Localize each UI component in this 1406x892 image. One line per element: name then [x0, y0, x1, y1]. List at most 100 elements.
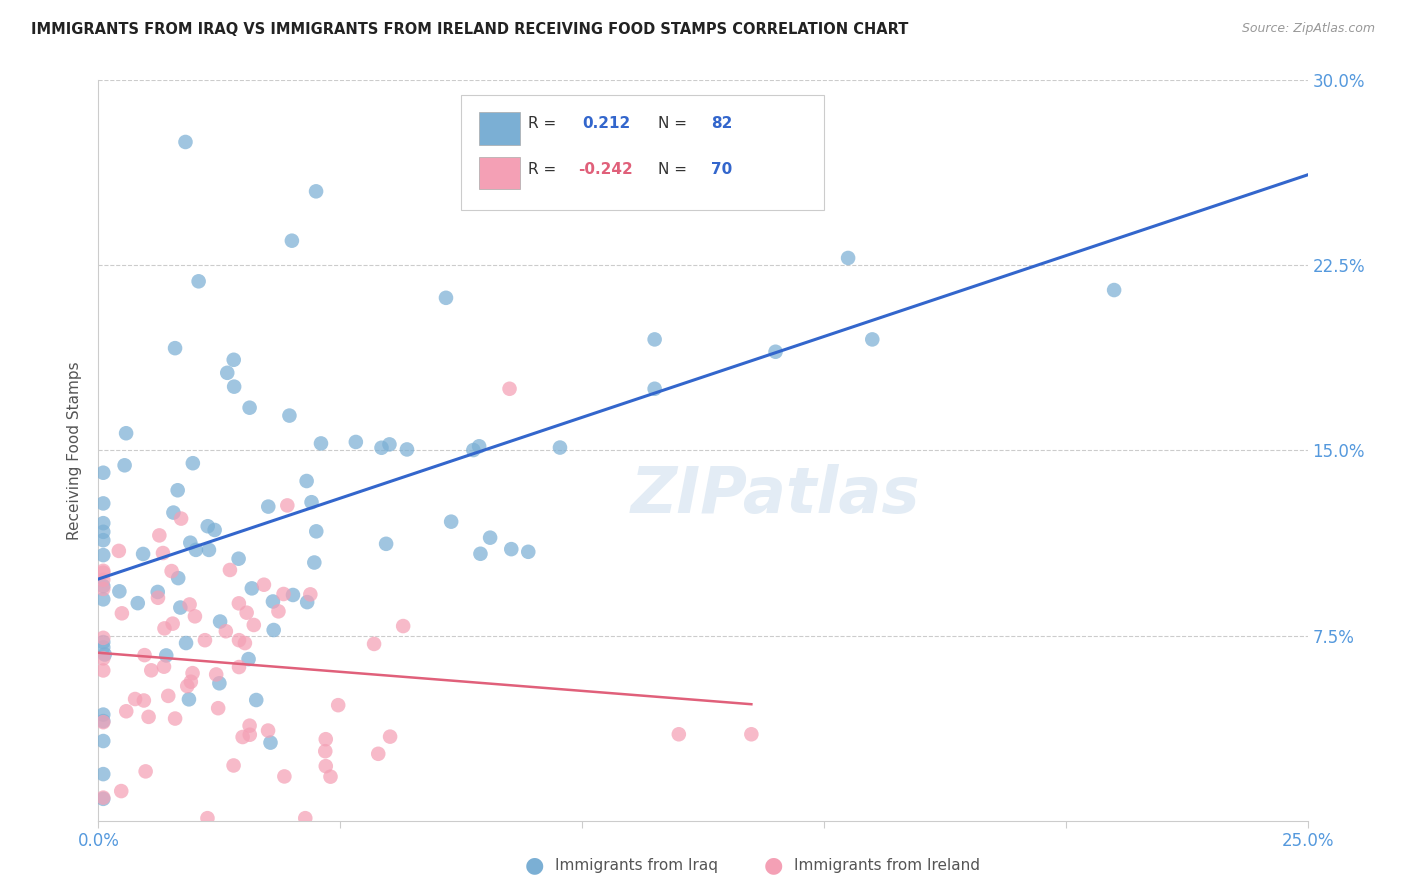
Point: [91, 466, 114, 480]
Point: [644, 382, 666, 396]
Point: [91, 635, 114, 649]
Point: [184, 542, 207, 557]
Point: [367, 747, 389, 761]
Point: [281, 588, 304, 602]
Point: [124, 692, 146, 706]
Point: [259, 736, 281, 750]
Point: [239, 728, 262, 742]
Point: [517, 545, 540, 559]
Point: [765, 344, 787, 359]
FancyBboxPatch shape: [479, 156, 520, 189]
Point: [146, 591, 169, 605]
Point: [165, 712, 187, 726]
Point: [328, 698, 350, 713]
Point: [179, 598, 201, 612]
Point: [115, 704, 138, 718]
Point: [177, 692, 200, 706]
Point: [91, 579, 114, 593]
Point: [319, 770, 342, 784]
Point: [138, 710, 160, 724]
Point: [114, 458, 136, 473]
Point: [155, 648, 177, 663]
Point: [91, 734, 114, 748]
Text: ZIPatlas: ZIPatlas: [631, 464, 921, 526]
Point: [299, 587, 322, 601]
Point: [209, 615, 232, 629]
Point: [315, 732, 337, 747]
Point: [91, 573, 114, 587]
Point: [276, 499, 298, 513]
Point: [837, 251, 859, 265]
Point: [375, 537, 398, 551]
Point: [257, 500, 280, 514]
Point: [115, 426, 138, 441]
Point: [294, 811, 316, 825]
Point: [370, 441, 392, 455]
Point: [240, 582, 263, 596]
Point: [91, 664, 114, 678]
Point: [91, 640, 114, 655]
Point: [378, 437, 401, 451]
Point: [238, 652, 260, 666]
Text: 70: 70: [711, 161, 733, 177]
Point: [278, 409, 301, 423]
Point: [470, 547, 492, 561]
Point: [243, 618, 266, 632]
Point: [501, 542, 523, 557]
Text: 82: 82: [711, 116, 733, 131]
Point: [135, 764, 157, 779]
Point: [127, 596, 149, 610]
Point: [174, 135, 197, 149]
Point: [170, 511, 193, 525]
Point: [166, 483, 188, 498]
Point: [222, 758, 245, 772]
Point: [208, 676, 231, 690]
Text: N =: N =: [658, 116, 688, 131]
Point: [309, 436, 332, 450]
Point: [395, 442, 418, 457]
Point: [91, 631, 114, 645]
Point: [91, 524, 114, 539]
Point: [304, 556, 326, 570]
Point: [108, 584, 131, 599]
Point: [1102, 283, 1125, 297]
Point: [153, 621, 176, 635]
Point: [179, 535, 201, 549]
Point: [141, 663, 163, 677]
Text: ●: ●: [524, 855, 544, 875]
Point: [153, 659, 176, 673]
Text: ●: ●: [763, 855, 783, 875]
Point: [668, 727, 690, 741]
Point: [146, 585, 169, 599]
Text: Immigrants from Iraq: Immigrants from Iraq: [555, 858, 718, 872]
Text: R =: R =: [527, 116, 555, 131]
Point: [228, 551, 250, 566]
Point: [110, 784, 132, 798]
Point: [644, 332, 666, 346]
Point: [281, 234, 304, 248]
Point: [91, 582, 114, 596]
Point: [162, 616, 184, 631]
Point: [305, 184, 328, 198]
Point: [204, 523, 226, 537]
Point: [169, 600, 191, 615]
Point: [148, 528, 170, 542]
Point: [498, 382, 520, 396]
Point: [468, 439, 491, 453]
Point: [91, 651, 114, 665]
Point: [91, 707, 114, 722]
Text: Immigrants from Ireland: Immigrants from Ireland: [794, 858, 980, 872]
Point: [181, 456, 204, 470]
Point: [224, 379, 246, 393]
Text: IMMIGRANTS FROM IRAQ VS IMMIGRANTS FROM IRELAND RECEIVING FOOD STAMPS CORRELATIO: IMMIGRANTS FROM IRAQ VS IMMIGRANTS FROM …: [31, 22, 908, 37]
Text: R =: R =: [527, 161, 555, 177]
Point: [314, 744, 336, 758]
Point: [184, 609, 207, 624]
Point: [176, 679, 198, 693]
Point: [160, 564, 183, 578]
Point: [174, 636, 197, 650]
Point: [134, 648, 156, 662]
Point: [305, 524, 328, 539]
Point: [91, 715, 114, 730]
Point: [162, 506, 184, 520]
